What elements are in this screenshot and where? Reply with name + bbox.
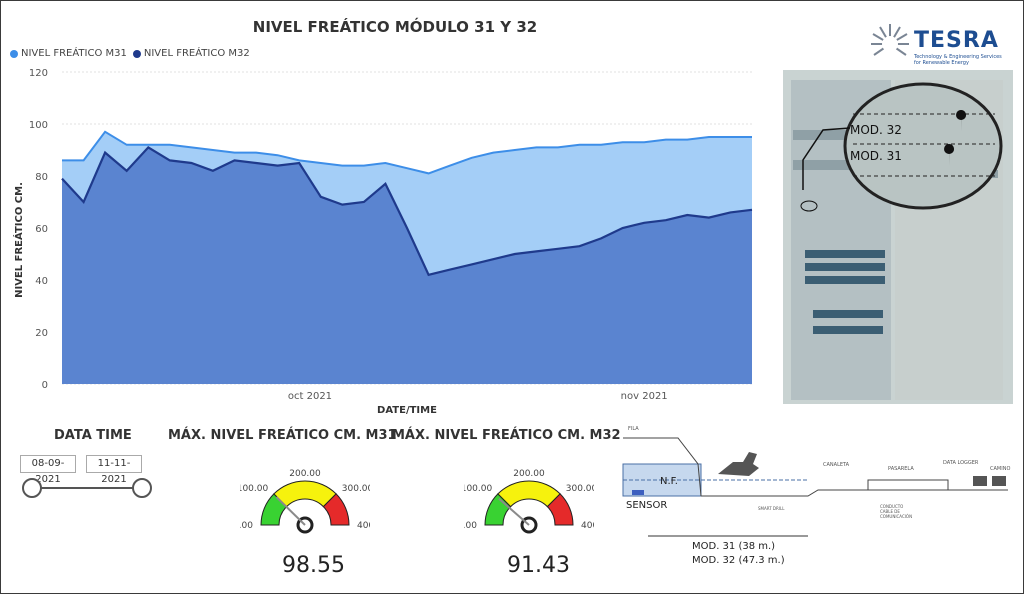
tesra-logo: TESRA Technology & Engineering Services …: [870, 20, 1010, 68]
legend-dot-m31: [10, 49, 18, 58]
gauge-m31: 0.00 100.00 200.00 300.00 400.00: [240, 469, 370, 534]
chart-areas: [61, 130, 753, 384]
legend-label-m31: NIVEL FREÁTICO M31: [21, 48, 127, 59]
y-tick-labels: 0 20 40 60 80 100 120: [29, 68, 48, 391]
logo-tagline: Technology & Engineering Services for Re…: [914, 54, 1002, 66]
y-tick-label: 120: [29, 68, 48, 79]
date-slider-start-handle[interactable]: [22, 478, 42, 498]
section-mod32-distance: MOD. 32 (47.3 m.): [692, 555, 785, 566]
site-aerial-map[interactable]: [783, 70, 1013, 404]
date-slider-end-handle[interactable]: [132, 478, 152, 498]
section-mod31-distance: MOD. 31 (38 m.): [692, 541, 776, 552]
y-tick-label: 20: [35, 328, 48, 339]
gauge-needle: [275, 496, 306, 526]
svg-text:DATA LOGGER: DATA LOGGER: [943, 460, 979, 466]
logo-sun-icon: [871, 24, 909, 56]
gauge-needle: [498, 497, 530, 526]
map-label-mod31: MOD. 31: [850, 149, 902, 163]
gauge-m32-value: 91.43: [507, 553, 570, 578]
svg-text:FILA: FILA: [628, 426, 639, 432]
series-line-m31[interactable]: [62, 130, 752, 175]
svg-text:SMART DRILL: SMART DRILL: [758, 506, 785, 511]
gauge-tick-label: 400.00: [581, 521, 594, 531]
svg-text:PASARELA: PASARELA: [888, 466, 914, 472]
gauge-tick-label: 0.00: [240, 521, 253, 531]
chart-title: NIVEL FREÁTICO MÓDULO 31 Y 32: [252, 18, 538, 36]
series-area-m32: [62, 147, 752, 384]
date-end-input[interactable]: 11-11-2021: [86, 455, 142, 485]
section-nf-label: N.F.: [660, 476, 678, 487]
gauge-tick-label: 300.00: [342, 484, 370, 494]
legend-label-m32: NIVEL FREÁTICO M32: [143, 48, 250, 59]
gauge-tick-label: 100.00: [464, 484, 492, 494]
area-chart[interactable]: 0 20 40 60 80 100 120 oct 2021 nov 2021 NIVEL F…: [0, 60, 775, 422]
svg-text:CANALETA: CANALETA: [823, 462, 850, 468]
svg-text:CAMINO: CAMINO: [990, 466, 1010, 472]
series-line-m32[interactable]: [61, 145, 753, 277]
logo-brand: TESRA: [914, 28, 999, 53]
y-tick-label: 100: [29, 120, 48, 131]
gauge-m32: 0.00 100.00 200.00 300.00 400.00: [464, 469, 594, 534]
date-start-input[interactable]: 08-09-2021: [20, 455, 76, 485]
gauge-m31-title: MÁX. NIVEL FREÁTICO CM. M31: [168, 428, 397, 443]
y-axis-label: NIVEL FREÁTICO CM.: [12, 182, 25, 298]
gauge-m31-value: 98.55: [282, 553, 345, 578]
x-axis-label: DATE/TIME: [377, 405, 437, 416]
y-tick-label: 80: [35, 172, 48, 183]
gauge-tick-label: 200.00: [513, 469, 545, 479]
legend-item-m31[interactable]: NIVEL FREÁTICO M31: [10, 48, 127, 59]
map-label-mod32: MOD. 32: [850, 123, 902, 137]
chart-legend: NIVEL FREÁTICO M31 NIVEL FREÁTICO M32: [10, 48, 250, 59]
gauge-tick-label: 100.00: [240, 484, 268, 494]
section-sensor-label: SENSOR: [626, 500, 668, 511]
legend-dot-m32: [132, 49, 141, 58]
cross-section-diagram: FILA CANALETA PASARELA DATA LOGGER CAMIN…: [622, 426, 1010, 537]
y-tick-label: 40: [35, 276, 48, 287]
svg-text:CABLE DE: CABLE DE: [880, 509, 900, 514]
gauge-m32-title: MÁX. NIVEL FREÁTICO CM. M32: [392, 428, 621, 443]
svg-text:COMUNICACIÓN: COMUNICACIÓN: [880, 514, 912, 519]
x-tick-label: nov 2021: [621, 391, 668, 402]
gauge-band-red: [546, 493, 574, 526]
x-tick-label: oct 2021: [288, 391, 332, 402]
gauge-tick-label: 300.00: [566, 484, 594, 494]
y-tick-label: 0: [42, 380, 48, 391]
gauge-tick-label: 0.00: [464, 521, 477, 531]
svg-text:CONDUCTO: CONDUCTO: [880, 504, 903, 509]
map-pin-icon-mod32: [956, 110, 967, 132]
legend-item-m32[interactable]: NIVEL FREÁTICO M32: [132, 48, 250, 59]
x-tick-labels: oct 2021 nov 2021: [288, 391, 668, 402]
y-tick-label: 60: [35, 224, 48, 235]
gauge-tick-label: 200.00: [289, 469, 321, 479]
map-pin-icon-mod31: [944, 144, 955, 166]
date-filter-label: DATA TIME: [54, 428, 132, 443]
date-slider-track[interactable]: [32, 487, 142, 489]
gauge-band-red: [322, 493, 350, 526]
gauge-tick-label: 400.00: [357, 521, 370, 531]
